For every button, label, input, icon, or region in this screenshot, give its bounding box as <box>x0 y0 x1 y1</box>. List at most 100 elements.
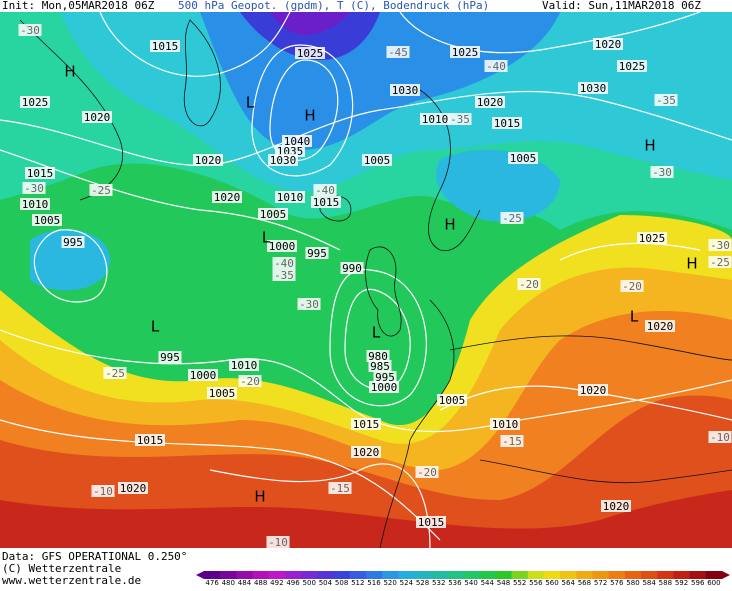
colorbar-label: 568 <box>578 579 591 587</box>
pressure-label-box <box>25 167 55 179</box>
colorbar-label: 596 <box>691 579 705 587</box>
pressure-label-box <box>340 262 364 274</box>
temperature-label: -30 <box>24 182 44 195</box>
temperature-label-box <box>708 239 732 251</box>
pressure-label: 1010 <box>22 198 49 211</box>
temperature-label: -20 <box>519 278 539 291</box>
copyright: (C) Wetterzentrale <box>2 562 121 575</box>
temperature-label: -30 <box>299 298 319 311</box>
colorbar-label: 560 <box>545 579 558 587</box>
colorbar-label: 544 <box>481 579 495 587</box>
pressure-label-box <box>368 360 392 372</box>
colorbar-cell <box>220 571 237 579</box>
colorbar-label: 492 <box>270 579 283 587</box>
pressure-label: 1005 <box>439 394 466 407</box>
pressure-label-box <box>475 96 505 108</box>
colorbar-label: 484 <box>238 579 252 587</box>
pressure-label: 1025 <box>639 232 666 245</box>
pressure-label: 1025 <box>619 60 646 73</box>
pressure-label-box <box>150 40 180 52</box>
pressure-center: H <box>444 216 455 234</box>
colorbar-label: 548 <box>497 579 510 587</box>
field-description: 500 hPa Geopot. (gpdm), T (C), Bodendruc… <box>178 0 489 12</box>
colorbar-cell <box>382 571 399 579</box>
temperature-label-box <box>328 482 352 494</box>
colorbar-cell <box>479 571 496 579</box>
pressure-label-box <box>508 152 538 164</box>
temperature-label-box <box>448 113 472 125</box>
pressure-label-box <box>617 60 647 72</box>
pressure-label: 980 <box>368 350 388 363</box>
colorbar-cell <box>641 571 658 579</box>
colorbar-arrow-right <box>722 571 730 579</box>
colorbar-label: 516 <box>367 579 381 587</box>
pressure-label-box <box>61 236 85 248</box>
pressure-label: 1005 <box>260 208 287 221</box>
temperature-label-box <box>708 431 732 443</box>
colorbar-label: 532 <box>432 579 445 587</box>
temperature-label: -30 <box>652 166 672 179</box>
temperature-label: -25 <box>710 256 730 269</box>
temperature-label: -25 <box>105 367 125 380</box>
temperature-label-box <box>654 94 678 106</box>
pressure-label: 1020 <box>580 384 607 397</box>
pressure-label-box <box>20 96 50 108</box>
pressure-label: 1025 <box>297 47 324 60</box>
pressure-label-box <box>275 191 305 203</box>
colorbar-label: 580 <box>626 579 639 587</box>
pressure-label-box <box>193 154 223 166</box>
colorbar-label: 528 <box>416 579 429 587</box>
pressure-label: 1020 <box>120 482 147 495</box>
temperature-label-box <box>103 367 127 379</box>
pressure-label-box <box>268 154 298 166</box>
temperature-label: -30 <box>20 24 40 37</box>
temperature-label-box <box>500 435 524 447</box>
pressure-label: 1020 <box>84 111 111 124</box>
temperature-label: -35 <box>450 113 470 126</box>
colorbar-label: 552 <box>513 579 526 587</box>
colorbar-cell <box>560 571 577 579</box>
pressure-label: 1010 <box>277 191 304 204</box>
colorbar-label: 588 <box>659 579 672 587</box>
pressure-center: L <box>262 229 271 247</box>
pressure-label: 1020 <box>647 320 674 333</box>
colorbar-cell <box>398 571 415 579</box>
pressure-label-box <box>118 482 148 494</box>
map: 1015 1025 1025 1020 1025 1030 1030 1025 1020 1020… <box>0 12 732 548</box>
pressure-label-box <box>492 117 522 129</box>
colorbar-cell <box>527 571 545 579</box>
pressure-label: 1025 <box>22 96 49 109</box>
temperature-label: -20 <box>417 466 437 479</box>
colorbar-label: 504 <box>319 579 333 587</box>
colorbar-cell <box>284 571 302 579</box>
pressure-label: 1025 <box>452 46 479 59</box>
temperature-label: -30 <box>710 239 730 252</box>
pressure-label-box <box>32 214 62 226</box>
pressure-label-box <box>490 418 520 430</box>
pressure-label-box <box>188 369 218 381</box>
colorbar-label: 584 <box>642 579 656 587</box>
colorbar-cell <box>624 571 642 579</box>
temperature-label-box <box>272 269 296 281</box>
colorbar: 476 480 484 488 492 496 500 504 508 512 516 520 524 5… <box>196 571 730 587</box>
colorbar-label: 540 <box>464 579 477 587</box>
colorbar-cell <box>414 571 432 579</box>
pressure-label-box <box>362 154 392 166</box>
pressure-label-box <box>258 208 288 220</box>
pressure-label: 1020 <box>195 154 222 167</box>
pressure-label: 1040 <box>284 135 311 148</box>
colorbar-cell <box>657 571 674 579</box>
pressure-label: 1015 <box>353 418 380 431</box>
colorbar-label: 500 <box>303 579 316 587</box>
temperature-label: -35 <box>656 94 676 107</box>
pressure-center: H <box>644 137 655 155</box>
pressure-label-box <box>351 446 381 458</box>
temperature-label-box <box>517 278 541 290</box>
pressure-label: 1000 <box>371 381 398 394</box>
pressure-label: 985 <box>370 360 390 373</box>
pressure-label: 1010 <box>492 418 519 431</box>
colorbar-cell <box>543 571 561 579</box>
pressure-label-box <box>593 38 623 50</box>
colorbar-label: 496 <box>286 579 300 587</box>
